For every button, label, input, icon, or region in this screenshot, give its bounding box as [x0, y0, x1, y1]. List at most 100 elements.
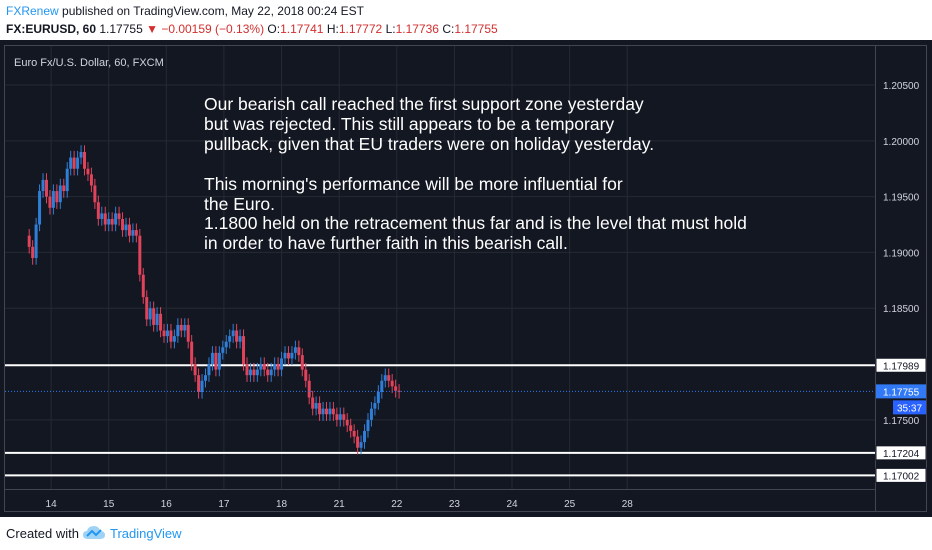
candle-body — [148, 308, 152, 320]
candle-body — [190, 341, 194, 365]
candle-body — [72, 157, 76, 169]
candle-body — [283, 352, 287, 359]
level-price-tag — [875, 357, 927, 373]
chart-background — [0, 40, 932, 517]
open-label: O: — [267, 22, 281, 36]
x-tick-label: 28 — [622, 499, 634, 510]
x-tick-label: 17 — [218, 499, 230, 510]
candle-body — [89, 174, 93, 186]
low-value: 1.17736 — [395, 22, 439, 36]
publish-info: FXRenew published on TradingView.com, Ma… — [6, 4, 364, 18]
candle-body — [48, 196, 52, 208]
candle-body — [235, 330, 239, 342]
chart-header: FXRenew published on TradingView.com, Ma… — [0, 0, 932, 40]
candle-body — [65, 168, 69, 192]
candle-body — [207, 364, 211, 376]
candle-body — [380, 380, 384, 392]
last-price: 1.17755 — [99, 22, 143, 36]
candle-body — [34, 224, 38, 259]
candle-body — [394, 386, 398, 391]
symbol-label: FX:EURUSD, 60 — [6, 22, 97, 36]
candle-body — [349, 425, 353, 431]
x-tick-label: 14 — [46, 499, 58, 510]
candle-body — [62, 185, 66, 192]
candle-body — [366, 419, 370, 431]
candle-body — [179, 324, 183, 331]
candle-body — [155, 313, 159, 325]
candle-body — [318, 403, 322, 415]
candle-body — [221, 347, 225, 353]
level-price-tag — [875, 467, 927, 483]
candle-body — [297, 347, 301, 356]
price-axis[interactable]: 1.20500 1.20000 1.19500 1.19000 1.18500 1.175… — [875, 81, 927, 483]
candle-body — [176, 324, 180, 337]
annotation-line-1: Our bearish call reached the first suppo… — [204, 94, 644, 114]
candle-body — [307, 380, 311, 398]
candle-body — [300, 355, 304, 370]
candle-body — [387, 375, 391, 381]
candle-body — [183, 324, 187, 331]
candle-body — [145, 297, 149, 320]
candle-body — [114, 213, 118, 225]
candle-body — [373, 403, 377, 409]
candle-body — [110, 218, 114, 225]
candle-body — [200, 380, 204, 392]
price-chart[interactable]: 1.20500 1.20000 1.19500 1.19000 1.18500 1.175… — [0, 40, 932, 517]
x-tick-label: 25 — [564, 499, 576, 510]
chart-border — [4, 45, 927, 512]
annotation-line-4: This morning's performance will be more … — [204, 174, 623, 194]
candle-body — [290, 352, 294, 359]
candle-body — [356, 436, 360, 448]
candle-body — [224, 341, 228, 348]
y-tick-label: 1.19500 — [883, 193, 920, 204]
candle-body — [165, 330, 169, 337]
annotation-line-2: but was rejected. This still appears to … — [204, 114, 614, 134]
candle-body — [311, 397, 315, 409]
candle-body — [162, 330, 166, 337]
x-tick-label: 24 — [506, 499, 518, 510]
y-tick-label: 1.19000 — [883, 248, 920, 259]
candle-body — [197, 375, 201, 392]
candle-body — [228, 336, 232, 342]
candle-body — [245, 364, 249, 376]
candle-body — [76, 157, 80, 169]
candle-body — [210, 352, 214, 365]
countdown-tag — [893, 400, 926, 415]
candle-body — [214, 352, 218, 370]
candle-body — [134, 230, 138, 236]
candle-body — [383, 375, 387, 381]
tradingview-brand[interactable]: TradingView — [110, 526, 182, 541]
y-tick-label: 1.17500 — [883, 416, 920, 427]
candle-body — [169, 330, 173, 342]
close-label: C: — [442, 22, 455, 36]
candle-body — [352, 430, 356, 437]
candle-body — [293, 347, 297, 353]
candle-body — [286, 352, 290, 359]
candle-body — [96, 202, 100, 219]
candle-body — [324, 408, 328, 415]
candle-body — [131, 230, 135, 236]
candle-body — [172, 336, 176, 342]
time-axis[interactable]: 14 15 16 17 18 21 22 23 24 25 28 — [46, 499, 634, 510]
level-price-tag — [875, 445, 927, 461]
candle-body — [259, 364, 263, 370]
candle-body — [100, 213, 104, 219]
candle-body — [328, 408, 332, 415]
candle-body — [204, 375, 208, 381]
candle-body — [269, 369, 273, 376]
y-tick-label: 1.20500 — [883, 81, 920, 92]
candle-body — [345, 419, 349, 426]
x-tick-label: 21 — [334, 499, 346, 510]
candle-body — [276, 364, 280, 370]
candle-body — [321, 408, 325, 415]
candle-body — [141, 274, 145, 298]
candle-body — [390, 380, 394, 387]
annotation-line-3: pullback, given that EU traders were on … — [204, 134, 654, 154]
publisher-name[interactable]: FXRenew — [6, 4, 59, 18]
candle-body — [248, 369, 252, 376]
symbol-info: FX:EURUSD, 60 1.17755 ▼ −0.00159 (−0.13%… — [6, 22, 498, 36]
price-change: ▼ −0.00159 (−0.13%) — [146, 22, 265, 36]
candle-body — [376, 391, 380, 404]
annotation-text[interactable]: Our bearish call reached the first suppo… — [204, 94, 747, 253]
candle-body — [117, 213, 121, 219]
